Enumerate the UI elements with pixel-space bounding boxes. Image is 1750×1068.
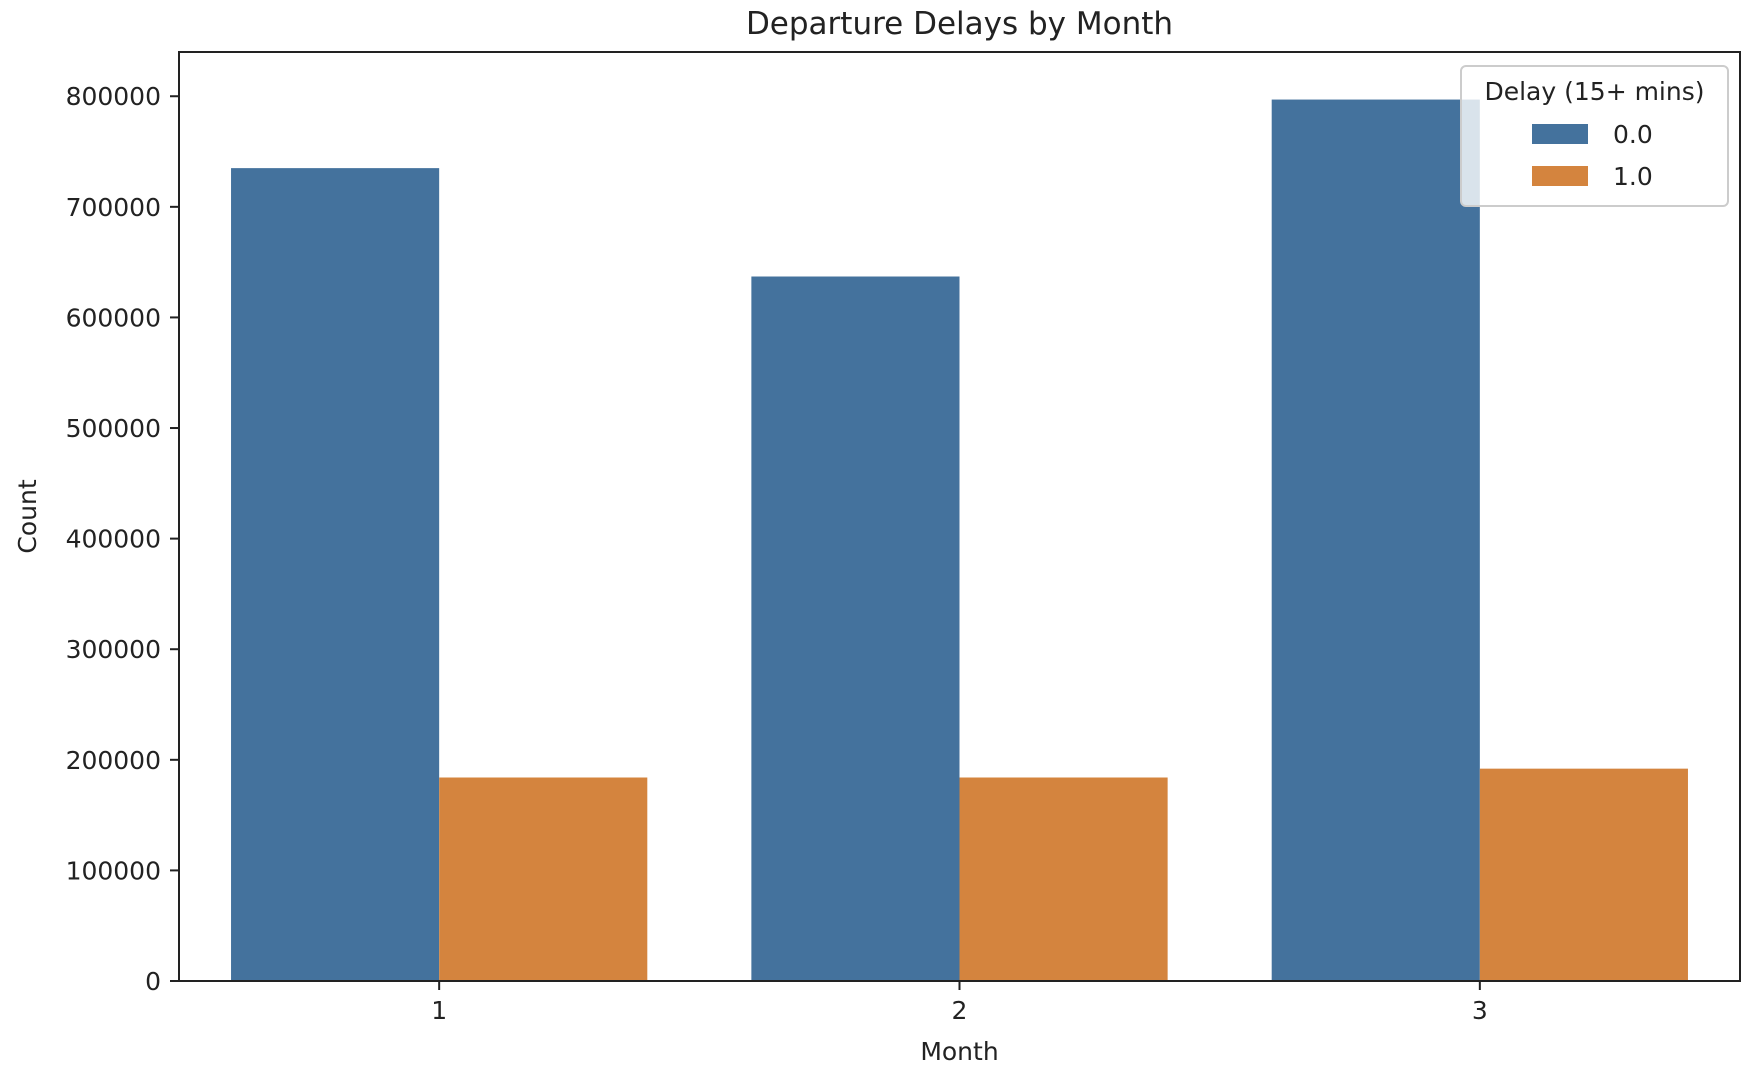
bar-month-2-series-1.0: [960, 778, 1168, 981]
legend-title: Delay (15+ mins): [1484, 77, 1704, 106]
y-tick-label: 700000: [66, 193, 161, 222]
x-axis-label: Month: [920, 1037, 998, 1066]
legend-label-0.0: 0.0: [1613, 120, 1653, 149]
bar-month-1-series-0.0: [231, 168, 439, 981]
y-tick-label: 600000: [66, 303, 161, 332]
y-tick-label: 0: [145, 967, 161, 996]
bar-month-1-series-1.0: [439, 778, 647, 981]
legend-swatch-1.0: [1532, 166, 1588, 186]
legend: Delay (15+ mins) 0.0 1.0: [1461, 66, 1728, 206]
chart-title: Departure Delays by Month: [746, 6, 1173, 42]
bar-month-3-series-0.0: [1272, 100, 1480, 981]
legend-swatch-0.0: [1532, 124, 1588, 144]
bar-month-2-series-0.0: [751, 277, 959, 981]
y-tick-label: 800000: [66, 82, 161, 111]
y-tick-label: 400000: [66, 525, 161, 554]
y-tick-label: 300000: [66, 635, 161, 664]
y-tick-label: 500000: [66, 414, 161, 443]
x-axis-ticks: 1 2 3: [431, 981, 1488, 1025]
x-tick-label: 1: [431, 996, 447, 1025]
x-tick-label: 3: [1472, 996, 1488, 1025]
x-tick-label: 2: [952, 996, 968, 1025]
bar-month-3-series-1.0: [1480, 769, 1688, 981]
y-tick-label: 100000: [66, 856, 161, 885]
y-tick-label: 200000: [66, 746, 161, 775]
bars-group: [231, 100, 1688, 981]
legend-label-1.0: 1.0: [1613, 162, 1653, 191]
y-axis-ticks: 0 100000 200000 300000 400000 500000 600000 700…: [66, 82, 179, 996]
y-axis-label: Count: [13, 479, 42, 553]
